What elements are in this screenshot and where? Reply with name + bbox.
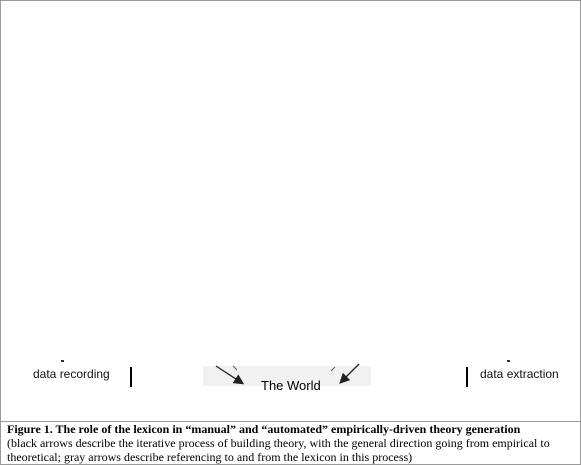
world-box: [203, 366, 371, 386]
data-extraction-label: data extraction: [480, 367, 559, 381]
figure-caption: Figure 1. The role of the lexicon in “ma…: [7, 422, 577, 464]
data-recording-label: data recording: [33, 367, 110, 381]
figure-diagram: data recording The World data extraction: [1, 1, 580, 421]
arrow-right-down: [339, 363, 360, 384]
caption-note: (black arrows describe the iterative pro…: [7, 436, 550, 464]
tick-mark-right: [507, 360, 510, 362]
arrow-stub-right: [330, 366, 336, 372]
caption-divider: [1, 421, 580, 422]
left-divider: [130, 367, 132, 387]
the-world-label: The World: [261, 378, 321, 393]
arrow-stub-left: [232, 365, 238, 371]
right-divider: [466, 367, 468, 387]
arrows-layer: [215, 363, 360, 385]
arrow-left-down: [215, 365, 245, 385]
tick-mark-left: [61, 360, 64, 362]
caption-title: Figure 1. The role of the lexicon in “ma…: [7, 422, 521, 436]
